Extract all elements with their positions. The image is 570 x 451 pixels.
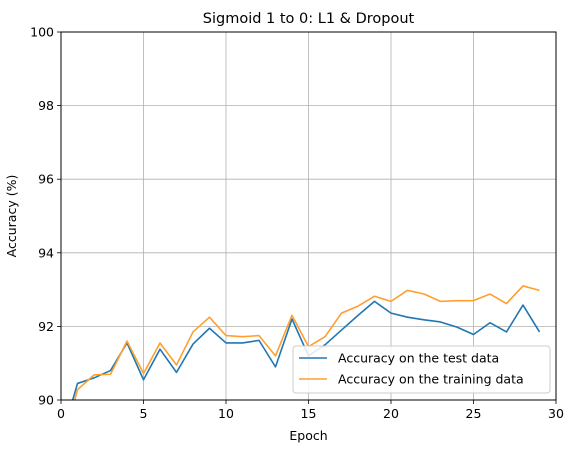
x-tick-label: 0 [57,406,65,421]
x-axis-label: Epoch [289,428,327,443]
y-tick-label: 96 [38,172,54,187]
chart-title: Sigmoid 1 to 0: L1 & Dropout [203,11,415,27]
y-axis-label: Accuracy (%) [4,175,19,258]
x-tick-label: 30 [548,406,564,421]
y-tick-label: 98 [38,98,54,113]
series-line-test [71,300,541,400]
y-tick-label: 94 [38,245,54,260]
x-tick-label: 25 [466,406,482,421]
legend: Accuracy on the test data Accuracy on th… [292,345,551,394]
series-line-training [73,285,540,400]
legend-label-training: Accuracy on the training data [338,372,524,387]
x-tick-label: 5 [140,406,148,421]
x-tick-label: 20 [383,406,399,421]
y-tick-label: 92 [38,319,54,334]
y-tick-label: 90 [38,393,54,408]
axis-ticks: 0 5 10 15 20 25 30 90 92 94 96 98 100 [30,25,564,422]
legend-box [292,345,551,394]
x-tick-label: 10 [218,406,234,421]
x-tick-label: 15 [301,406,317,421]
y-tick-label: 100 [30,25,54,40]
legend-label-test: Accuracy on the test data [338,351,499,366]
series-group [71,285,541,400]
